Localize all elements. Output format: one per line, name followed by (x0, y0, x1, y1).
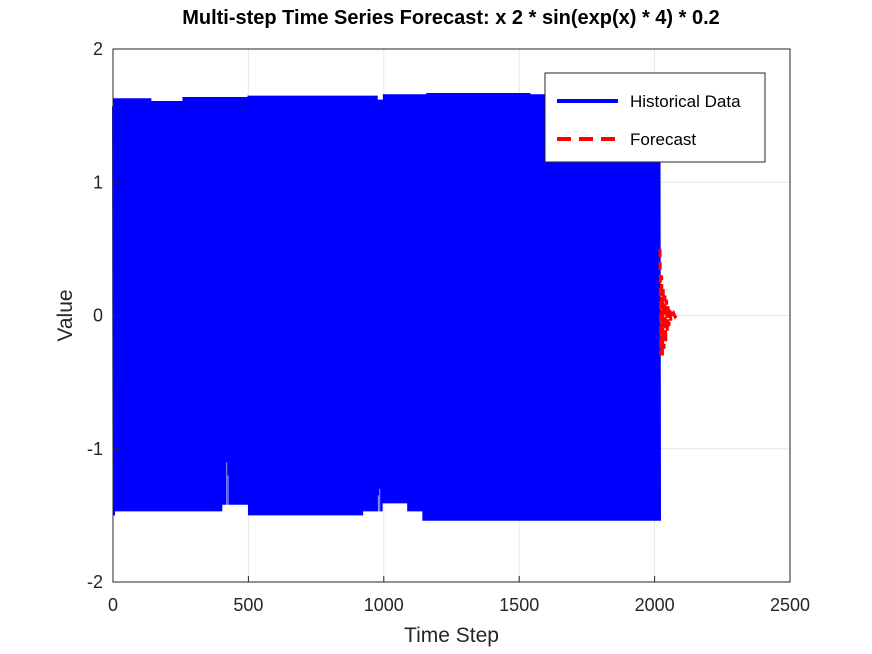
x-tick-label: 500 (233, 595, 263, 615)
series-forecast (658, 248, 678, 356)
x-tick-label: 2000 (635, 595, 675, 615)
y-axis-label: Value (54, 289, 77, 341)
chart-title: Multi-step Time Series Forecast: x 2 * s… (182, 7, 720, 29)
x-tick-label: 1000 (364, 595, 404, 615)
x-tick-label: 1500 (499, 595, 539, 615)
legend-box (544, 72, 766, 163)
x-tick-label: 0 (108, 595, 118, 615)
plot-area (112, 92, 678, 521)
axis-ticks: 0 500 1000 1500 2000 2500 -2 -1 0 1 2 (87, 39, 810, 615)
x-axis-label: Time Step (404, 624, 499, 647)
y-tick-label: 2 (93, 39, 103, 59)
legend-label-historical: Historical Data (630, 92, 741, 111)
y-tick-label: 1 (93, 172, 103, 192)
x-tick-label: 2500 (770, 595, 810, 615)
legend-label-forecast: Forecast (630, 130, 696, 149)
legend: Historical Data Forecast (544, 72, 766, 163)
y-tick-label: -2 (87, 572, 103, 592)
y-tick-label: 0 (93, 306, 103, 326)
series-historical-data (112, 92, 661, 521)
y-tick-label: -1 (87, 439, 103, 459)
